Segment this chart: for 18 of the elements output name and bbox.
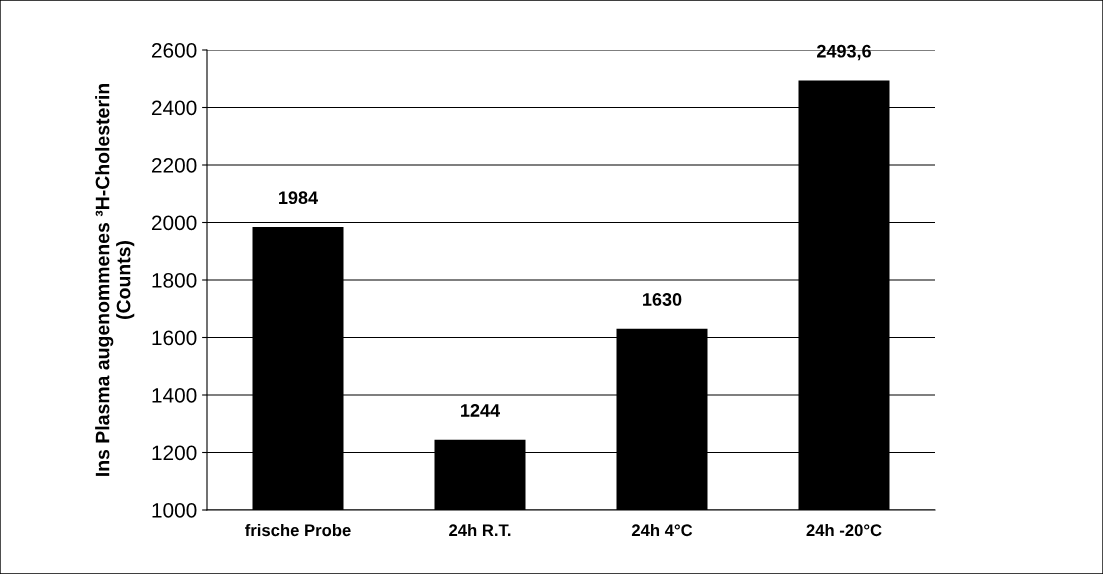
x-tick-label: 24h 4°C (631, 523, 693, 537)
data-label: 2493,6 (817, 44, 871, 61)
y-tick-label: 2000 (151, 215, 197, 231)
y-tick-label: 2200 (151, 158, 197, 173)
data-label: 1984 (279, 191, 318, 205)
y-tick-label: 2600 (151, 43, 197, 58)
y-tick-label: 1400 (152, 388, 197, 403)
y-tick-label: 1800 (152, 273, 197, 288)
y-tick-label: 1200 (152, 445, 197, 461)
y-axis-title: Ins Plasma augenommenes ³H-Cholesterin (Counts) (95, 84, 135, 476)
y-tick-label: 1600 (152, 330, 197, 346)
data-label: 1630 (643, 293, 682, 306)
x-tick-label: 24h R.T. (449, 523, 511, 536)
data-label: 1244 (461, 404, 500, 417)
x-tick-label: 24h -20°C (806, 523, 882, 537)
y-tick-label: 2400 (151, 100, 197, 116)
y-tick-label: 1000 (152, 503, 197, 518)
x-tick-label: frische Probe (245, 523, 351, 537)
